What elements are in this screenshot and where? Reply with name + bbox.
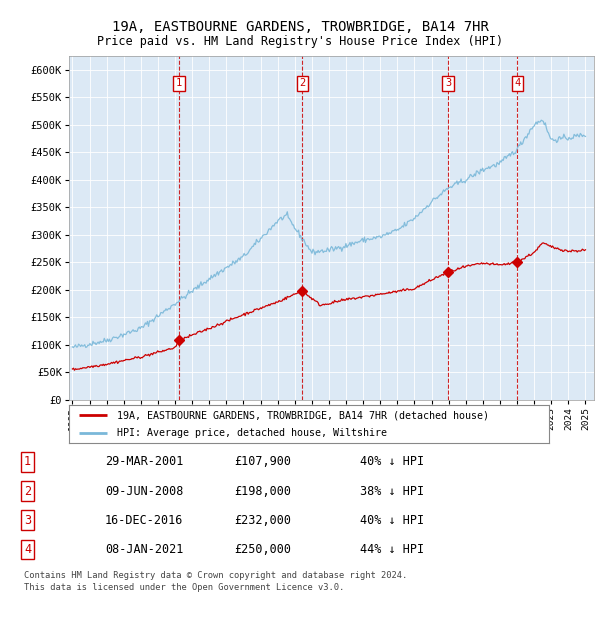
Text: £107,900: £107,900 bbox=[234, 456, 291, 468]
Text: £250,000: £250,000 bbox=[234, 543, 291, 556]
Text: 1: 1 bbox=[24, 456, 31, 468]
Text: 3: 3 bbox=[445, 78, 451, 88]
Text: This data is licensed under the Open Government Licence v3.0.: This data is licensed under the Open Gov… bbox=[24, 583, 344, 592]
Text: 08-JAN-2021: 08-JAN-2021 bbox=[105, 543, 184, 556]
Text: 2: 2 bbox=[299, 78, 305, 88]
Text: 16-DEC-2016: 16-DEC-2016 bbox=[105, 514, 184, 526]
Text: 40% ↓ HPI: 40% ↓ HPI bbox=[360, 514, 424, 526]
Text: 40% ↓ HPI: 40% ↓ HPI bbox=[360, 456, 424, 468]
Text: 44% ↓ HPI: 44% ↓ HPI bbox=[360, 543, 424, 556]
Text: 38% ↓ HPI: 38% ↓ HPI bbox=[360, 485, 424, 497]
Text: 2: 2 bbox=[24, 485, 31, 497]
Text: Price paid vs. HM Land Registry's House Price Index (HPI): Price paid vs. HM Land Registry's House … bbox=[97, 35, 503, 48]
Text: HPI: Average price, detached house, Wiltshire: HPI: Average price, detached house, Wilt… bbox=[117, 428, 387, 438]
Text: Contains HM Land Registry data © Crown copyright and database right 2024.: Contains HM Land Registry data © Crown c… bbox=[24, 571, 407, 580]
Text: 4: 4 bbox=[24, 543, 31, 556]
Text: 19A, EASTBOURNE GARDENS, TROWBRIDGE, BA14 7HR (detached house): 19A, EASTBOURNE GARDENS, TROWBRIDGE, BA1… bbox=[117, 410, 489, 420]
Text: 1: 1 bbox=[176, 78, 182, 88]
Text: £198,000: £198,000 bbox=[234, 485, 291, 497]
Text: £232,000: £232,000 bbox=[234, 514, 291, 526]
Text: 19A, EASTBOURNE GARDENS, TROWBRIDGE, BA14 7HR: 19A, EASTBOURNE GARDENS, TROWBRIDGE, BA1… bbox=[112, 20, 488, 34]
Text: 09-JUN-2008: 09-JUN-2008 bbox=[105, 485, 184, 497]
Text: 29-MAR-2001: 29-MAR-2001 bbox=[105, 456, 184, 468]
Text: 4: 4 bbox=[514, 78, 521, 88]
Text: 3: 3 bbox=[24, 514, 31, 526]
